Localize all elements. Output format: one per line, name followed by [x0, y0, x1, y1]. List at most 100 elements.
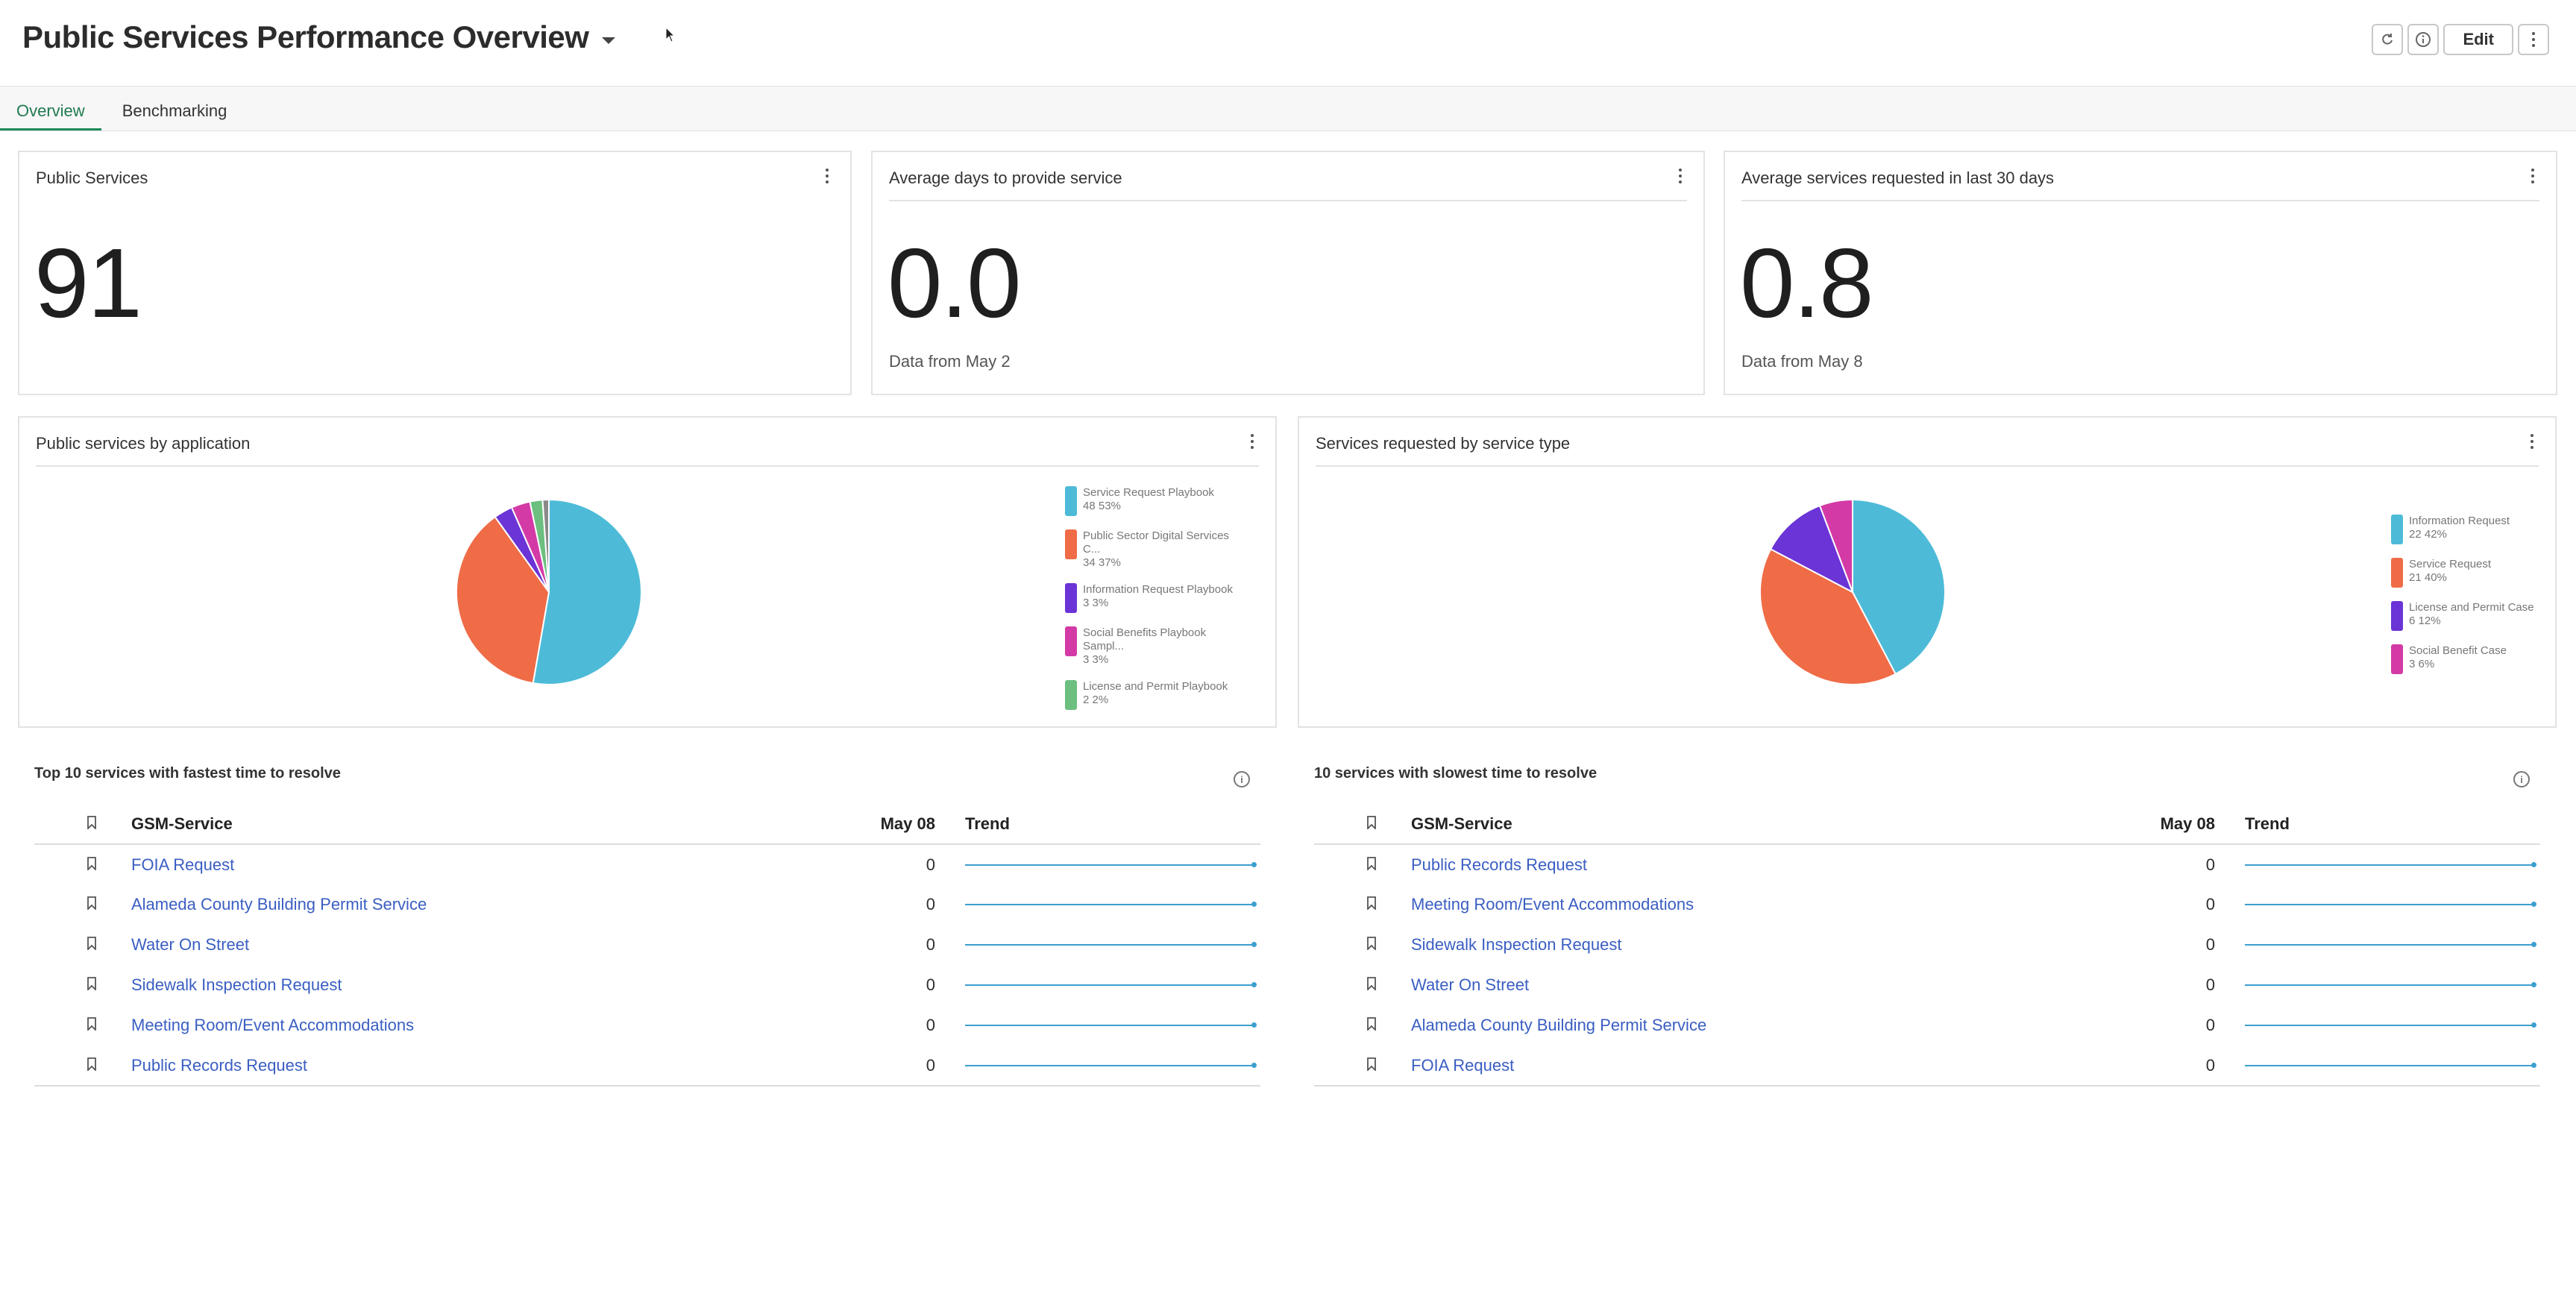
info-icon[interactable]: i: [1234, 771, 1250, 787]
bookmark-icon[interactable]: [87, 855, 97, 871]
kebab-icon[interactable]: [1250, 434, 1254, 449]
kebab-icon[interactable]: [825, 169, 829, 183]
bookmark-icon[interactable]: [1366, 1016, 1377, 1032]
legend-item[interactable]: Service Request Playbook 48 53%: [1065, 486, 1233, 516]
divider: [889, 200, 1687, 201]
value-cell: 0: [2205, 895, 2215, 914]
column-header-service[interactable]: GSM-Service: [131, 804, 858, 845]
trend-sparkline: [2245, 902, 2536, 907]
dashboard-header: Public Services Performance Overview Edi…: [0, 0, 2576, 87]
kpi-value: 0.0: [888, 228, 1021, 338]
legend-swatch: [1065, 583, 1077, 613]
info-button[interactable]: [2407, 24, 2440, 55]
service-link[interactable]: Water On Street: [1411, 975, 1530, 994]
pie-slice[interactable]: [1818, 498, 1853, 593]
legend-item[interactable]: License and Permit Playbook 2 2%: [1065, 680, 1233, 710]
service-link[interactable]: Alameda County Building Permit Service: [1411, 1016, 1707, 1034]
service-link[interactable]: Sidewalk Inspection Request: [131, 975, 342, 994]
bookmark-icon[interactable]: [87, 814, 97, 830]
value-cell: 0: [858, 1046, 947, 1087]
service-link[interactable]: Meeting Room/Event Accommodations: [131, 1016, 415, 1034]
header-actions: Edit: [2372, 24, 2549, 55]
table-fastest: GSM-Service May 08 Trend FOIA Request 0 Alame…: [34, 804, 1260, 1087]
divider: [1316, 465, 2539, 467]
value-cell: 0: [2205, 975, 2215, 994]
table-row: Meeting Room/Event Accommodations 0: [34, 1005, 1260, 1046]
bookmark-icon[interactable]: [1366, 1056, 1377, 1072]
column-header-date[interactable]: May 08: [858, 804, 947, 845]
value-cell: 0: [2205, 1016, 2215, 1034]
legend-item[interactable]: Public Sector Digital Services C... 34 37…: [1065, 529, 1233, 570]
bookmark-icon[interactable]: [1366, 895, 1377, 911]
table-title-slowest: 10 services with slowest time to resolve: [1314, 765, 1598, 782]
legend-swatch: [1065, 486, 1077, 516]
chart-card-by-application: Public services by application Service R…: [18, 416, 1277, 728]
more-options-button[interactable]: [2518, 24, 2549, 55]
service-link[interactable]: Alameda County Building Permit Service: [131, 895, 427, 914]
pie-chart-by-service-type: [1759, 498, 1946, 685]
bookmark-icon[interactable]: [87, 895, 97, 911]
legend-item[interactable]: Service Request 21 40%: [2391, 558, 2534, 588]
tab-overview[interactable]: Overview: [0, 101, 101, 131]
legend-item[interactable]: Information Request Playbook 3 3%: [1065, 583, 1233, 613]
info-icon[interactable]: i: [2513, 771, 2530, 787]
column-header-service[interactable]: GSM-Service: [1411, 804, 2137, 845]
bookmark-icon[interactable]: [1366, 935, 1377, 952]
pie-slice[interactable]: [532, 498, 642, 685]
legend-value: 48 53%: [1083, 500, 1121, 512]
pie-slice[interactable]: [541, 498, 550, 593]
kpi-card-avg-days: Average days to provide service 0.0 Data…: [871, 151, 1705, 395]
bookmark-icon[interactable]: [1366, 855, 1377, 871]
legend-by-service-type: Information Request 22 42% Service Reques…: [2391, 515, 2534, 674]
trend-sparkline: [2245, 942, 2536, 947]
service-link[interactable]: Water On Street: [131, 935, 250, 954]
trend-sparkline: [2245, 861, 2536, 867]
service-link[interactable]: Public Records Request: [131, 1046, 858, 1087]
table-row: Water On Street 0: [1314, 965, 2540, 1005]
bookmark-icon[interactable]: [1366, 975, 1377, 992]
service-link[interactable]: Sidewalk Inspection Request: [1411, 935, 1622, 954]
service-link[interactable]: Public Records Request: [1411, 855, 1588, 874]
kebab-icon: [2531, 32, 2536, 47]
chart-card-by-service-type: Services requested by service type Infor…: [1298, 416, 2557, 728]
legend-item[interactable]: Social Benefit Case 3 6%: [2391, 644, 2534, 674]
legend-item[interactable]: Social Benefits Playbook Sampl... 3 3%: [1065, 626, 1233, 667]
service-link[interactable]: Meeting Room/Event Accommodations: [1411, 895, 1694, 914]
dashboard-title-dropdown[interactable]: Public Services Performance Overview: [22, 19, 616, 55]
trend-sparkline: [965, 982, 1257, 987]
tab-benchmarking[interactable]: Benchmarking: [122, 101, 227, 120]
legend-label: Service Request Playbook: [1083, 486, 1214, 499]
kebab-icon[interactable]: [1678, 169, 1683, 183]
service-link[interactable]: FOIA Request: [1411, 1046, 2137, 1087]
legend-by-application: Service Request Playbook 48 53% Public Se…: [1065, 486, 1233, 710]
bookmark-icon[interactable]: [1366, 814, 1377, 830]
legend-item[interactable]: License and Permit Case 6 12%: [2391, 601, 2534, 631]
chevron-down-icon: [602, 37, 616, 44]
pie-slice[interactable]: [1852, 498, 1946, 676]
bookmark-icon[interactable]: [87, 1056, 97, 1072]
column-header-trend[interactable]: Trend: [947, 804, 1260, 845]
legend-swatch: [2391, 558, 2403, 588]
table-row: Sidewalk Inspection Request 0: [34, 965, 1260, 1005]
bookmark-icon[interactable]: [87, 1016, 97, 1032]
pie-slice[interactable]: [1759, 548, 1897, 685]
kebab-icon[interactable]: [2530, 434, 2534, 449]
pie-slice[interactable]: [456, 515, 550, 685]
value-cell: 0: [926, 1016, 935, 1034]
edit-button[interactable]: Edit: [2443, 24, 2513, 55]
table-row: FOIA Request 0: [34, 844, 1260, 884]
column-header-date[interactable]: May 08: [2137, 804, 2227, 845]
bookmark-icon[interactable]: [87, 975, 97, 992]
column-header-trend[interactable]: Trend: [2227, 804, 2540, 845]
table-header-row: GSM-Service May 08 Trend: [34, 804, 1260, 845]
refresh-button[interactable]: [2372, 24, 2404, 55]
bookmark-icon[interactable]: [87, 935, 97, 952]
trend-sparkline: [965, 1062, 1257, 1068]
pie-slice[interactable]: [1769, 504, 1854, 594]
kebab-icon[interactable]: [2531, 169, 2535, 183]
service-link[interactable]: FOIA Request: [131, 855, 235, 874]
legend-value: 3 3%: [1083, 653, 1109, 666]
legend-value: 3 6%: [2409, 658, 2435, 670]
legend-item[interactable]: Information Request 22 42%: [2391, 515, 2534, 544]
legend-swatch: [2391, 601, 2403, 631]
